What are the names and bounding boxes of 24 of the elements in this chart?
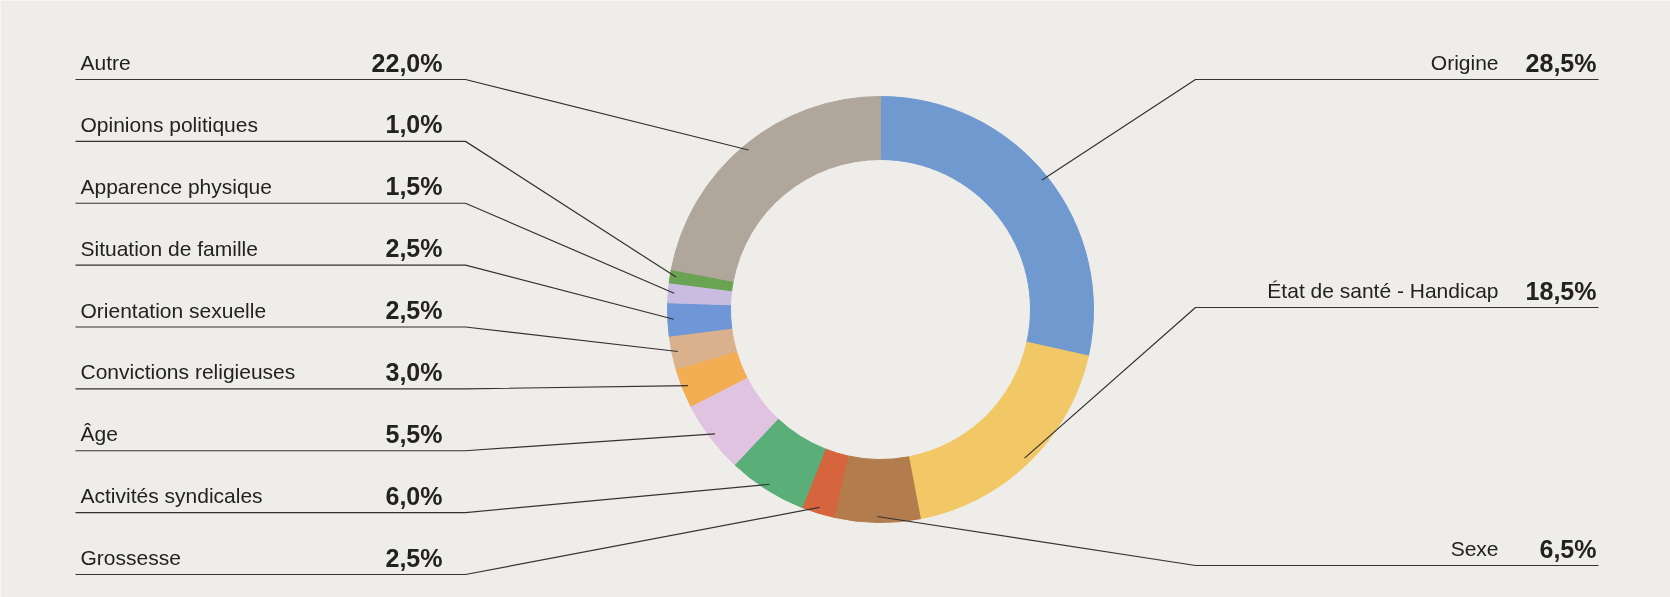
data-label: 6,5% [1539,534,1597,563]
data-label: 2,5% [385,296,443,324]
slice-label: Orientation sexuelle [80,298,267,322]
slice-label: Âge [80,422,118,446]
slice-label: Situation de famille [80,236,258,260]
slice-label: Grossesse [80,546,181,569]
data-label: 18,5% [1525,276,1597,305]
data-label: 2,5% [385,543,443,572]
data-label: 3,0% [385,357,443,386]
slice-label: Apparence physique [80,174,272,198]
data-label: 22,0% [371,48,443,77]
slice-label: Origine [1430,51,1499,74]
slice-label: Opinions politiques [80,112,258,136]
data-label: 1,5% [385,172,443,201]
slice-label: Convictions religieuses [80,360,296,384]
data-label: 2,5% [385,234,443,263]
slice-label: État de santé - Handicap [1267,279,1499,302]
data-label: 28,5% [1525,48,1597,77]
slice-label: Sexe [1450,537,1499,560]
data-label: 5,5% [385,419,443,448]
slice-label: Autre [80,51,131,74]
slice-label: Activités syndicales [80,484,263,508]
data-label: 1,0% [385,110,443,139]
data-label: 6,0% [385,481,443,510]
